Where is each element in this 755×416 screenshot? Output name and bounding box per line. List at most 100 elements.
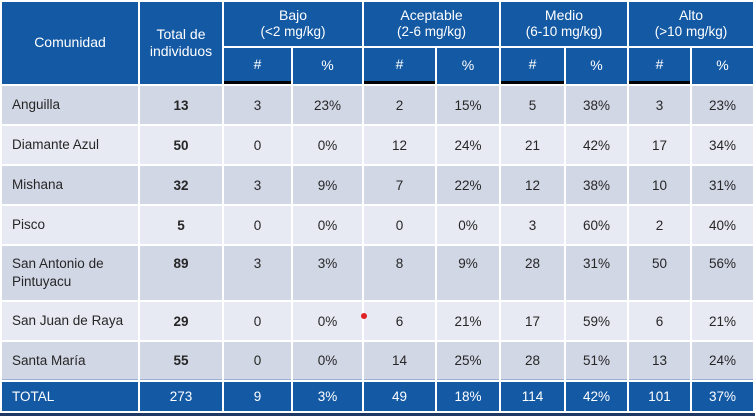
cell-count: 8 <box>364 246 435 300</box>
cell-total-label: TOTAL <box>2 382 138 411</box>
total-row: TOTAL 273 9 3% 49 18% 114 42% 101 37% <box>2 382 753 411</box>
cell-percent: 42% <box>566 382 627 411</box>
cell-count: 12 <box>501 166 564 204</box>
cell-count: 10 <box>629 166 690 204</box>
subheader-count-alto: # <box>629 48 690 84</box>
cell-percent: 25% <box>437 342 499 380</box>
cell-count: 6 <box>364 302 435 340</box>
cell-count: 7 <box>364 166 435 204</box>
group-name: Bajo <box>278 6 308 23</box>
subheader-percent-medio: % <box>566 48 627 84</box>
cell-percent: 42% <box>566 126 627 164</box>
subheader-percent-aceptable: % <box>437 48 499 84</box>
cell-count: 0 <box>224 126 291 164</box>
col-header-group-bajo: Bajo (<2 mg/kg) <box>224 2 362 46</box>
col-header-group-aceptable: Aceptable (2-6 mg/kg) <box>364 2 499 46</box>
cell-count: 14 <box>364 342 435 380</box>
cell-community: Diamante Azul <box>2 126 138 164</box>
table-row: Diamante Azul 50 0 0% 12 24% 21 42% 17 3… <box>2 126 753 164</box>
cell-total: 32 <box>140 166 222 204</box>
col-header-comunidad: Comunidad <box>2 2 138 84</box>
cell-count: 50 <box>629 246 690 300</box>
cell-percent: 9% <box>293 166 362 204</box>
cell-count: 28 <box>501 246 564 300</box>
cell-total: 50 <box>140 126 222 164</box>
cell-percent: 0% <box>437 206 499 244</box>
cell-community: Pisco <box>2 206 138 244</box>
cell-count: 0 <box>224 302 291 340</box>
cell-percent: 21% <box>437 302 499 340</box>
red-dot-annotation <box>361 313 367 319</box>
table-row: Mishana 32 3 9% 7 22% 12 38% 10 31% <box>2 166 753 204</box>
cell-percent: 37% <box>692 382 753 411</box>
subheader-count-aceptable: # <box>364 48 435 84</box>
cell-percent: 0% <box>293 126 362 164</box>
group-name: Medio <box>544 6 584 23</box>
cell-percent: 0% <box>293 302 362 340</box>
cell-count: 3 <box>224 166 291 204</box>
subheader-percent-bajo: % <box>293 48 362 84</box>
cell-count: 101 <box>629 382 690 411</box>
cell-count: 0 <box>224 342 291 380</box>
cell-percent: 59% <box>566 302 627 340</box>
cell-percent: 24% <box>692 342 753 380</box>
group-name: Alto <box>678 6 704 23</box>
cell-percent: 56% <box>692 246 753 300</box>
cell-count: 28 <box>501 342 564 380</box>
cell-count: 5 <box>501 86 564 124</box>
group-name: Aceptable <box>400 6 463 23</box>
cell-community: San Juan de Raya <box>2 302 138 340</box>
cell-total: 13 <box>140 86 222 124</box>
cell-count: 2 <box>629 206 690 244</box>
cell-percent: 3% <box>293 246 362 300</box>
group-range: (<2 mg/kg) <box>260 24 326 40</box>
cell-count: 3 <box>224 86 291 124</box>
cell-percent: 24% <box>437 126 499 164</box>
group-range: (>10 mg/kg) <box>654 24 728 40</box>
cell-count: 3 <box>224 246 291 300</box>
cell-percent: 34% <box>692 126 753 164</box>
cell-percent: 40% <box>692 206 753 244</box>
cell-percent: 60% <box>566 206 627 244</box>
cell-percent: 23% <box>293 86 362 124</box>
cell-percent: 21% <box>692 302 753 340</box>
header-group-row: Comunidad Total de individuos Bajo (<2 m… <box>2 2 753 84</box>
table-row: San Juan de Raya 29 0 0% 6 21% 17 59% 6 … <box>2 302 753 340</box>
cell-total: 89 <box>140 246 222 300</box>
cell-count: 0 <box>364 206 435 244</box>
cell-total: 273 <box>140 382 222 411</box>
cell-percent: 22% <box>437 166 499 204</box>
table-row: Anguilla 13 3 23% 2 15% 5 38% 3 23% <box>2 86 753 124</box>
cell-percent: 3% <box>293 382 362 411</box>
table-row: Pisco 5 0 0% 0 0% 3 60% 2 40% <box>2 206 753 244</box>
cell-percent: 0% <box>293 206 362 244</box>
cell-total: 55 <box>140 342 222 380</box>
col-header-group-medio: Medio (6-10 mg/kg) <box>501 2 627 46</box>
cell-percent: 51% <box>566 342 627 380</box>
cell-percent: 15% <box>437 86 499 124</box>
cell-count: 3 <box>629 86 690 124</box>
table-row: San Antonio de Pintuyacu 89 3 3% 8 9% 28… <box>2 246 753 300</box>
cell-community: San Antonio de Pintuyacu <box>2 246 138 300</box>
group-range: (2-6 mg/kg) <box>396 24 467 40</box>
cell-community: Mishana <box>2 166 138 204</box>
cell-count: 0 <box>224 206 291 244</box>
cell-count: 2 <box>364 86 435 124</box>
cell-percent: 38% <box>566 86 627 124</box>
cell-total: 5 <box>140 206 222 244</box>
cell-percent: 31% <box>566 246 627 300</box>
cell-count: 3 <box>501 206 564 244</box>
cell-count: 17 <box>629 126 690 164</box>
cell-count: 6 <box>629 302 690 340</box>
cell-count: 12 <box>364 126 435 164</box>
cell-total: 29 <box>140 302 222 340</box>
cell-count: 17 <box>501 302 564 340</box>
cell-count: 9 <box>224 382 291 411</box>
cell-percent: 0% <box>293 342 362 380</box>
cell-count: 13 <box>629 342 690 380</box>
cell-percent: 9% <box>437 246 499 300</box>
cell-community: Santa María <box>2 342 138 380</box>
cell-percent: 38% <box>566 166 627 204</box>
cell-percent: 23% <box>692 86 753 124</box>
